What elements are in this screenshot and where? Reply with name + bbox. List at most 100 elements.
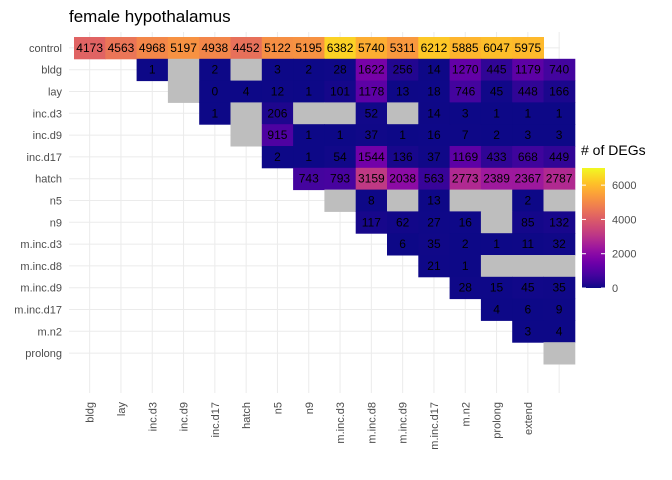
heatmap-cell [387,189,419,212]
cell-value-label: 2 [305,63,312,77]
heatmap-cell [449,146,482,169]
x-tick-label: extend [523,402,535,435]
cell-value-label: 1 [525,106,532,120]
cell-value-label: 1169 [452,150,478,164]
cell-value-label: 2 [274,150,281,164]
cell-value-label: 3 [556,128,563,142]
heatmap-cells [74,37,576,365]
cell-value-label: 85 [521,215,535,229]
cell-value-label: 1 [337,128,344,142]
heatmap-cell [512,189,544,212]
cell-value-label: 6 [525,303,532,317]
heatmap-cell [293,37,325,60]
heatmap-cell [230,124,263,147]
heatmap-cell [355,58,388,82]
legend-tick-label: 4000 [612,214,636,226]
heatmap-cell [449,102,482,125]
heatmap-cell [449,58,482,82]
heatmap-cell [355,167,388,191]
cell-value-label: 6047 [483,41,510,55]
heatmap-cell [543,298,576,321]
heatmap-cell [199,58,231,82]
cell-value-label: 117 [362,215,381,229]
cell-value-label: 136 [393,150,413,164]
cell-value-label: 8 [368,194,375,208]
heatmap-cell [543,211,576,234]
heatmap-cell [387,124,419,147]
heatmap-cell [324,102,357,125]
cell-value-label: 32 [552,237,566,251]
y-tick-label: inc.d17 [27,152,62,164]
y-tick-label: m.inc.d8 [20,261,62,273]
cell-value-label: 16 [427,128,441,142]
x-tick-label: bldg [85,402,97,423]
heatmap-cell [293,58,325,82]
cell-value-label: 2787 [546,172,573,186]
heatmap-cell [512,211,544,234]
cell-value-label: 3159 [358,172,385,186]
heatmap-cell [418,255,451,278]
cell-value-label: 4 [243,85,250,99]
heatmap-cell [480,146,513,169]
heatmap-cell [480,298,513,321]
heatmap-cell [480,167,513,191]
legend-tick-label: 2000 [612,249,636,261]
cell-value-label: 5740 [358,41,385,55]
cell-value-label: 4563 [108,41,135,55]
cell-value-label: 793 [330,172,350,186]
cell-value-label: 12 [271,85,285,99]
heatmap-cell [418,167,451,191]
heatmap-cell [449,124,482,147]
x-tick-label: m.inc.d17 [429,402,441,450]
x-tick-label: prolong [492,402,504,439]
cell-value-label: 668 [518,150,538,164]
x-tick-label: lay [116,402,128,417]
heatmap-cell [418,146,451,169]
heatmap-cell [199,80,231,103]
cell-value-label: 62 [396,215,410,229]
cell-value-label: 433 [487,150,507,164]
heatmap-cell [449,211,482,234]
heatmap-cell [449,167,482,191]
heatmap-cell [449,80,482,103]
x-tick-label: inc.d9 [179,402,191,431]
cell-value-label: 1179 [515,63,541,77]
chart-title: female hypothalamus [69,7,231,26]
heatmap-cell [480,276,513,300]
cell-value-label: 743 [299,172,319,186]
cell-value-label: 6 [399,237,406,251]
heatmap-cell [387,167,419,191]
cell-value-label: 101 [330,85,350,99]
heatmap-cell [480,37,513,60]
cell-value-label: 21 [427,259,441,273]
cell-value-label: 3 [274,63,281,77]
heatmap-cell [480,124,513,147]
cell-value-label: 1 [399,128,406,142]
cell-value-label: 2367 [514,172,541,186]
cell-value-label: 1 [462,259,469,273]
heatmap-cell [480,102,513,125]
y-tick-label: m.n2 [38,326,62,338]
heatmap-cell [199,102,231,125]
cell-value-label: 15 [490,281,504,295]
heatmap-cell [512,124,544,147]
heatmap-cell [387,37,419,60]
cell-value-label: 7 [462,128,469,142]
heatmap-cell [543,124,576,147]
heatmap-cell [543,80,576,103]
cell-value-label: 16 [459,215,473,229]
cell-value-label: 6382 [327,41,354,55]
heatmap-cell [355,80,388,103]
heatmap-cell [136,37,169,60]
cell-value-label: 2 [493,128,500,142]
heatmap-cell-labels: 4173 4563 4968 5197 4938 4452 5122 5195 6382 5740… [76,41,573,338]
cell-value-label: 1 [493,237,500,251]
cell-value-label: 52 [365,106,379,120]
heatmap-cell [324,58,357,82]
heatmap-cell [261,102,294,125]
heatmap-cell [449,37,482,60]
heatmap-cell [512,320,544,343]
heatmap-cell [512,255,544,278]
heatmap-cell [418,189,451,212]
cell-value-label: 28 [459,281,473,295]
